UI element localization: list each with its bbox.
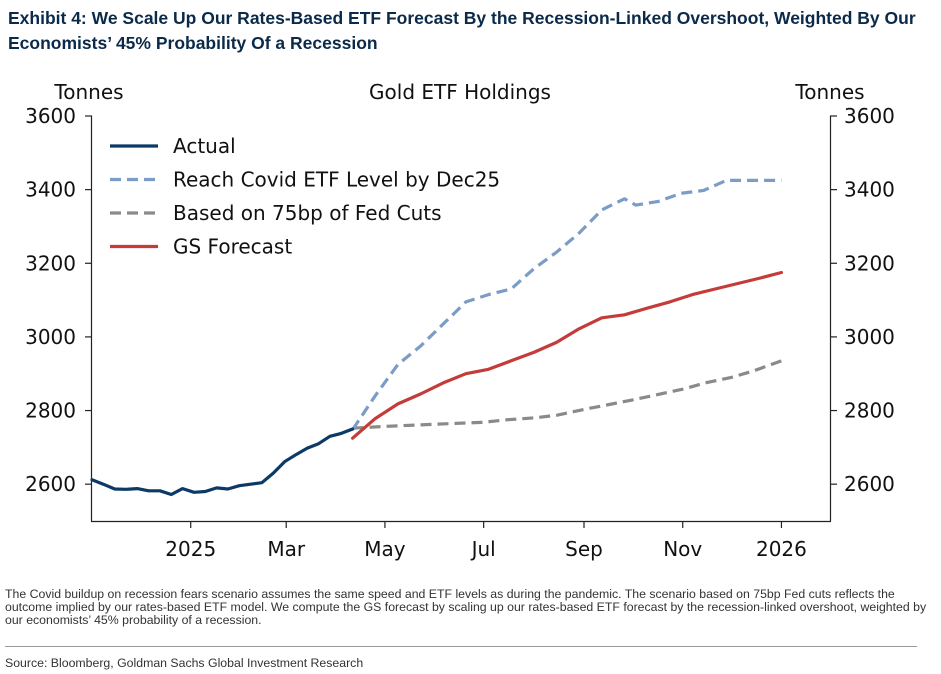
series-layer	[90, 178, 784, 497]
exhibit-title: Exhibit 4: We Scale Up Our Rates-Based E…	[8, 8, 916, 53]
series-line-gs-forecast	[351, 270, 784, 440]
y-tick-label-left: 2600	[25, 472, 76, 496]
legend: Actual Reach Covid ETF Level by Dec25 Base…	[110, 134, 500, 259]
legend-label-reach-covid-etf-level-by-dec25: Reach Covid ETF Level by Dec25	[173, 168, 500, 192]
x-tick-label: May	[364, 537, 406, 561]
y-tick-label-left: 3200	[25, 251, 76, 275]
chart-title: Gold ETF Holdings	[369, 80, 551, 104]
y-tick-label-right: 3400	[844, 178, 895, 202]
x-tick-label: Jul	[470, 537, 496, 561]
chart: Tonnes Gold ETF Holdings Tonnes 2600 2600…	[25, 80, 895, 561]
chart-note: The Covid buildup on recession fears sce…	[5, 587, 927, 627]
x-tick-label: 2025	[165, 537, 216, 561]
y-tick-label-right: 3000	[844, 325, 895, 349]
x-tick-label: 2026	[756, 537, 807, 561]
legend-label-actual: Actual	[173, 134, 236, 158]
x-tick-label: Sep	[565, 537, 603, 561]
legend-label-gs-forecast: GS Forecast	[173, 235, 292, 259]
y-tick-label-right: 2800	[844, 399, 895, 423]
y-tick-label-left: 3600	[25, 104, 76, 128]
y-tick-label-left: 3000	[25, 325, 76, 349]
y-axis-ticks: 2600 2600 2800 2800 3000 3000 3200 3200 3400 3400…	[25, 104, 895, 496]
x-tick-label: Mar	[267, 537, 306, 561]
series-line-reach-covid-etf-level-by-dec25	[351, 178, 782, 431]
series-line-actual	[90, 427, 355, 497]
divider	[5, 646, 917, 647]
y-tick-label-right: 3200	[844, 251, 895, 275]
series-line-based-on-75bp-of-fed-cuts	[352, 359, 782, 430]
x-axis-ticks: 2025 Mar May Jul Sep Nov 2026	[165, 521, 807, 561]
y-tick-label-right: 2600	[844, 472, 895, 496]
y-tick-label-left: 3400	[25, 178, 76, 202]
y-tick-label-left: 2800	[25, 399, 76, 423]
y-axis-label-right: Tonnes	[794, 80, 864, 104]
legend-label-based-on-75bp-of-fed-cuts: Based on 75bp of Fed Cuts	[173, 201, 442, 225]
y-tick-label-right: 3600	[844, 104, 895, 128]
y-axis-label-left: Tonnes	[53, 80, 123, 104]
x-tick-label: Nov	[663, 537, 702, 561]
source-line: Source: Bloomberg, Goldman Sachs Global …	[5, 656, 364, 670]
plot-frame	[90, 116, 832, 523]
